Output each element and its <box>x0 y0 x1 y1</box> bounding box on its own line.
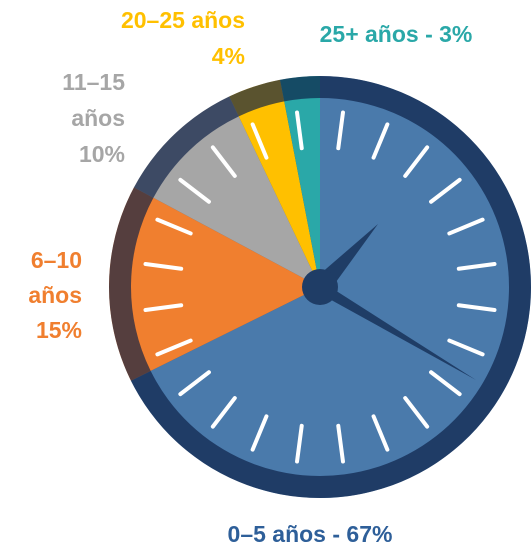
clock-tick <box>403 145 430 178</box>
slice-label: 10% <box>79 141 125 167</box>
clock-tick <box>210 396 237 429</box>
slice <box>238 101 320 288</box>
clock-tick <box>371 122 390 160</box>
clock-tick <box>295 423 304 464</box>
clock-tick <box>447 217 485 236</box>
clock-tick <box>429 177 462 204</box>
slice <box>153 116 320 287</box>
clock-tick <box>143 303 184 312</box>
slice <box>130 197 320 371</box>
clock-tick <box>250 122 269 160</box>
clock-tick <box>456 303 497 312</box>
clock-tick <box>295 110 304 151</box>
clock-tick <box>447 338 485 357</box>
clock-tick <box>336 423 345 464</box>
clock-tick <box>456 262 497 271</box>
slice-label: años <box>71 105 125 131</box>
slice-label: 6–10 <box>31 247 82 273</box>
clock-tick <box>210 145 237 178</box>
clock-tick <box>178 177 211 204</box>
slice-label: 25+ años - 3% <box>320 21 473 47</box>
slice-label: 11–15 <box>62 69 125 95</box>
clock-tick <box>429 370 462 397</box>
clock-tick <box>336 110 345 151</box>
clock-tick <box>155 338 193 357</box>
clock-tick <box>178 370 211 397</box>
slice-label: años <box>28 282 82 308</box>
slice-label: 4% <box>212 43 245 69</box>
clock-tick <box>403 396 430 429</box>
slice <box>284 98 320 287</box>
clock-tick <box>250 414 269 452</box>
clock-tick <box>371 414 390 452</box>
slice-label: 20–25 años <box>121 7 245 33</box>
clock-tick <box>155 217 193 236</box>
slice-label: 0–5 años - 67% <box>228 521 393 547</box>
clock-tick <box>143 262 184 271</box>
minute-hand <box>316 278 476 380</box>
slice-label: 15% <box>36 317 82 343</box>
hub <box>302 269 338 305</box>
